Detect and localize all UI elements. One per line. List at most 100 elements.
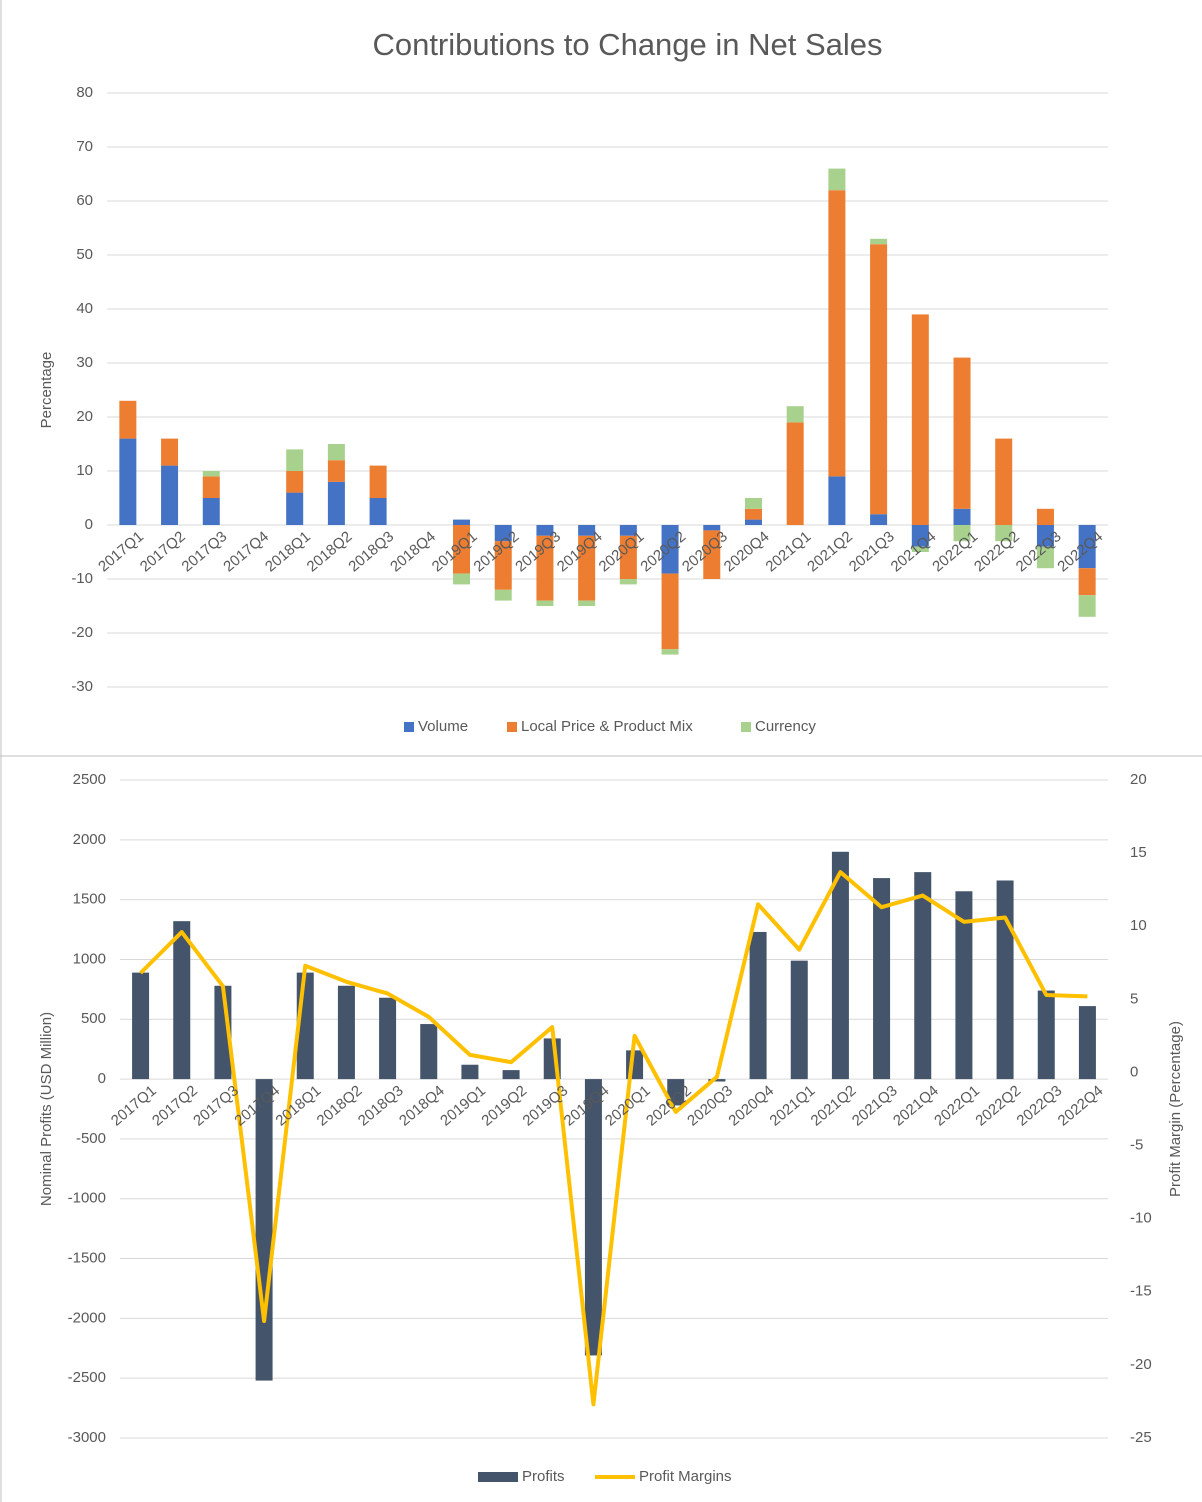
y-tick-label: -2500 xyxy=(68,1369,106,1386)
bar xyxy=(173,921,191,1080)
y-tick-label: 50 xyxy=(76,246,93,263)
bar xyxy=(744,508,762,520)
x-tick-label: 2018Q4 xyxy=(396,1082,448,1129)
line xyxy=(139,870,1088,1407)
bar xyxy=(870,244,888,515)
y2-tick-label: -25 xyxy=(1130,1429,1152,1446)
bar xyxy=(955,891,973,1080)
bar xyxy=(786,406,804,423)
bar xyxy=(461,1064,479,1080)
bar xyxy=(828,168,846,191)
bar xyxy=(1078,1006,1096,1080)
y-tick-label: 10 xyxy=(76,462,93,479)
x-tick-label: 2017Q3 xyxy=(190,1082,242,1129)
y-tick-label: 2500 xyxy=(73,771,106,788)
bar xyxy=(911,546,929,552)
bar xyxy=(873,878,891,1080)
bar xyxy=(494,541,512,590)
y-tick-label: 2000 xyxy=(73,831,106,848)
bar xyxy=(828,476,846,525)
bar xyxy=(619,579,637,585)
x-tick-label: 2017Q3 xyxy=(179,528,231,575)
bar xyxy=(831,851,849,1080)
bar xyxy=(786,422,804,525)
bar xyxy=(453,573,471,585)
x-tick-label: 2021Q1 xyxy=(767,1082,819,1129)
x-tick-label: 2017Q1 xyxy=(108,1082,160,1129)
y-axis-label: Percentage xyxy=(38,352,55,429)
y-tick-label: -1500 xyxy=(68,1250,106,1267)
bar xyxy=(828,190,846,477)
bar xyxy=(1036,525,1054,547)
chart-title: Contributions to Change in Net Sales xyxy=(372,27,882,62)
y2-tick-label: 5 xyxy=(1130,990,1138,1007)
y-tick-label: 60 xyxy=(76,192,93,209)
bar xyxy=(502,1070,520,1080)
y2-tick-label: -5 xyxy=(1130,1137,1143,1154)
legend-swatch xyxy=(404,722,414,732)
bar xyxy=(379,997,397,1080)
bar xyxy=(584,1079,602,1356)
bar xyxy=(119,400,137,439)
bar xyxy=(202,498,220,525)
bar xyxy=(953,525,971,542)
y-tick-label: 1500 xyxy=(73,891,106,908)
y-tick-label: -1000 xyxy=(68,1190,106,1207)
bar xyxy=(1036,508,1054,525)
bar xyxy=(744,519,762,525)
bar xyxy=(202,471,220,477)
x-tick-label: 2018Q4 xyxy=(387,528,439,575)
bar xyxy=(161,438,179,466)
legend-swatch xyxy=(741,722,751,732)
bar xyxy=(661,525,679,574)
y-tick-label: 20 xyxy=(76,408,93,425)
legend-label: Profit Margins xyxy=(639,1468,732,1485)
bar xyxy=(870,514,888,525)
y-tick-label: -10 xyxy=(71,570,93,587)
x-tick-label: 2021Q3 xyxy=(849,1082,901,1129)
y-tick-label: 0 xyxy=(98,1070,106,1087)
bar xyxy=(453,525,471,574)
bar xyxy=(161,465,179,525)
legend-label: Currency xyxy=(755,718,816,735)
bar xyxy=(953,508,971,525)
y-axis-label: Nominal Profits (USD Million) xyxy=(38,1012,55,1206)
x-tick-label: 2018Q1 xyxy=(262,528,314,575)
x-tick-label: 2021Q3 xyxy=(846,528,898,575)
bar xyxy=(132,972,150,1080)
bar xyxy=(619,525,637,536)
x-tick-label: 2018Q1 xyxy=(273,1082,325,1129)
x-tick-label: 2018Q3 xyxy=(345,528,397,575)
y-tick-label: -30 xyxy=(71,678,93,695)
x-tick-label: 2022Q3 xyxy=(1014,1082,1066,1129)
bar xyxy=(578,525,596,536)
y2-tick-label: 10 xyxy=(1130,917,1147,934)
y2-tick-label: -20 xyxy=(1130,1356,1152,1373)
y-tick-label: 1000 xyxy=(73,950,106,967)
bar xyxy=(790,960,808,1080)
bar xyxy=(337,985,355,1080)
bar xyxy=(661,573,679,650)
bar xyxy=(536,535,554,601)
x-tick-label: 2022Q4 xyxy=(1055,1082,1107,1129)
x-tick-label: 2021Q1 xyxy=(762,528,814,575)
x-tick-label: 2020Q4 xyxy=(725,1082,777,1129)
legend-swatch xyxy=(478,1472,518,1482)
bar xyxy=(996,880,1014,1080)
y-tick-label: -2000 xyxy=(68,1309,106,1326)
x-tick-label: 2022Q2 xyxy=(972,1082,1024,1129)
bar xyxy=(870,238,888,245)
bar xyxy=(703,525,721,531)
x-tick-label: 2018Q3 xyxy=(355,1082,407,1129)
bar xyxy=(995,438,1013,525)
bar xyxy=(494,589,512,601)
x-tick-label: 2021Q2 xyxy=(808,1082,860,1129)
legend-swatch xyxy=(507,722,517,732)
bar xyxy=(661,649,679,655)
bar xyxy=(286,471,304,493)
x-tick-label: 2017Q2 xyxy=(137,528,189,575)
bar xyxy=(953,357,971,509)
bar xyxy=(327,444,345,461)
bar xyxy=(119,438,137,525)
